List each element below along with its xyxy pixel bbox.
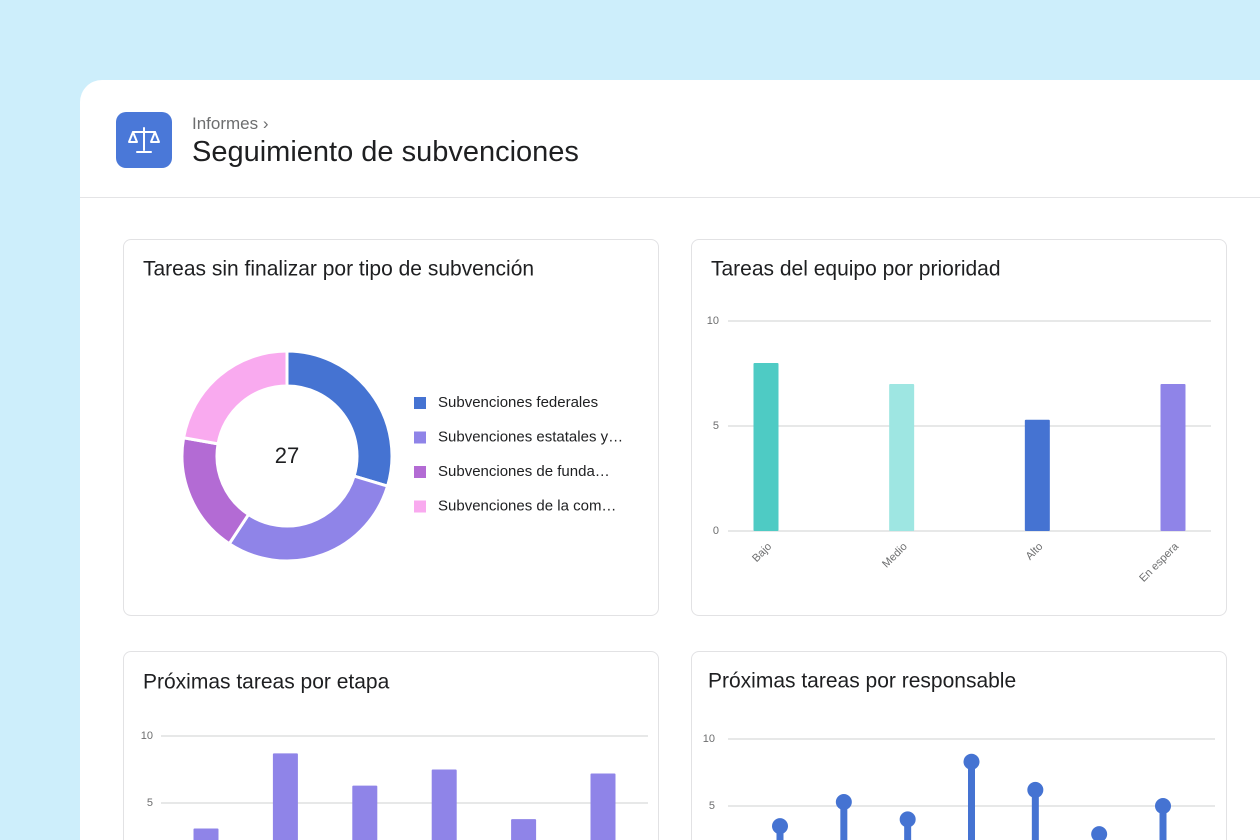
donut-segment	[180, 436, 251, 546]
breadcrumb-link[interactable]: Informes	[192, 114, 259, 133]
report-icon	[116, 112, 172, 168]
chart: Tareas sin finalizar por tipo de subvenc…	[143, 258, 623, 563]
y-tick-label: 0	[713, 525, 719, 537]
chart-card: Próximas tareas por etapa 5 10	[123, 651, 659, 840]
x-tick-label: Alto	[1024, 541, 1046, 563]
bar	[352, 785, 378, 840]
lollipop-dot	[1027, 781, 1044, 798]
lollipop-stem	[840, 801, 848, 840]
donut-segment	[181, 349, 289, 446]
lollipop-dot	[1155, 798, 1171, 814]
legend-swatch	[414, 397, 426, 409]
chart: Próximas tareas por responsable 5 10	[703, 670, 1215, 840]
y-tick-label: 10	[703, 733, 715, 745]
bar	[889, 384, 915, 531]
lollipop-stem	[904, 819, 912, 840]
bar	[431, 769, 457, 840]
bar	[1024, 419, 1050, 531]
bar	[272, 753, 298, 840]
breadcrumb[interactable]: Informes ›	[192, 114, 269, 134]
donut-segment	[227, 474, 390, 563]
y-tick-label: 5	[147, 797, 153, 809]
legend-label: Subvenciones de la com…	[438, 497, 616, 514]
donut-segment	[285, 349, 394, 488]
lollipop-stem	[1159, 806, 1167, 840]
page-title: Seguimiento de subvenciones	[192, 136, 579, 168]
chevron: ›	[262, 114, 269, 133]
legend-swatch	[414, 466, 426, 478]
chart-card: Tareas sin finalizar por tipo de subvenc…	[123, 239, 659, 616]
legend-label: Subvenciones de funda…	[438, 463, 610, 480]
chart-card: Próximas tareas por responsable 5 10	[691, 651, 1227, 840]
chart: Tareas del equipo por prioridad 0 5 10 Bajo M…	[707, 258, 1211, 585]
lollipop-stem	[968, 761, 975, 840]
lollipop-stem	[1031, 789, 1039, 840]
header: Informes › Seguimiento de subvenciones	[80, 80, 1260, 198]
lollipop-dot	[899, 811, 916, 828]
chart-title: Tareas sin finalizar por tipo de subvenc…	[143, 258, 534, 281]
x-tick-label: Bajo	[750, 541, 774, 565]
bar	[590, 773, 616, 840]
lollipop-dot	[835, 793, 852, 810]
y-tick-label: 10	[141, 730, 153, 742]
bar	[193, 828, 219, 840]
chart: Próximas tareas por etapa 5 10	[141, 671, 648, 840]
legend-swatch	[414, 500, 426, 513]
report-panel: Informes › Seguimiento de subvenciones T…	[80, 80, 1260, 840]
bar	[511, 819, 537, 840]
chart-title: Tareas del equipo por prioridad	[711, 258, 1001, 281]
legend-swatch	[414, 431, 426, 444]
legend-label: Subvenciones estatales y…	[438, 428, 623, 445]
bar	[1160, 384, 1186, 531]
chart-title: Próximas tareas por responsable	[708, 670, 1016, 693]
x-tick-label: Medio	[880, 541, 910, 571]
y-tick-label: 10	[707, 315, 719, 327]
y-tick-label: 5	[709, 800, 715, 812]
chart-card: Tareas del equipo por prioridad 0 5 10 Bajo M…	[691, 239, 1227, 616]
lollipop-dot	[1091, 826, 1108, 840]
scales-icon	[128, 127, 160, 153]
legend-label: Subvenciones federales	[438, 394, 598, 411]
lollipop-dot	[772, 818, 788, 835]
x-tick-label: En espera	[1137, 540, 1182, 585]
y-tick-label: 5	[713, 420, 719, 432]
lollipop-dot	[963, 753, 980, 770]
chart-title: Próximas tareas por etapa	[143, 671, 390, 694]
bar	[753, 363, 779, 531]
donut-total: 27	[275, 443, 299, 468]
